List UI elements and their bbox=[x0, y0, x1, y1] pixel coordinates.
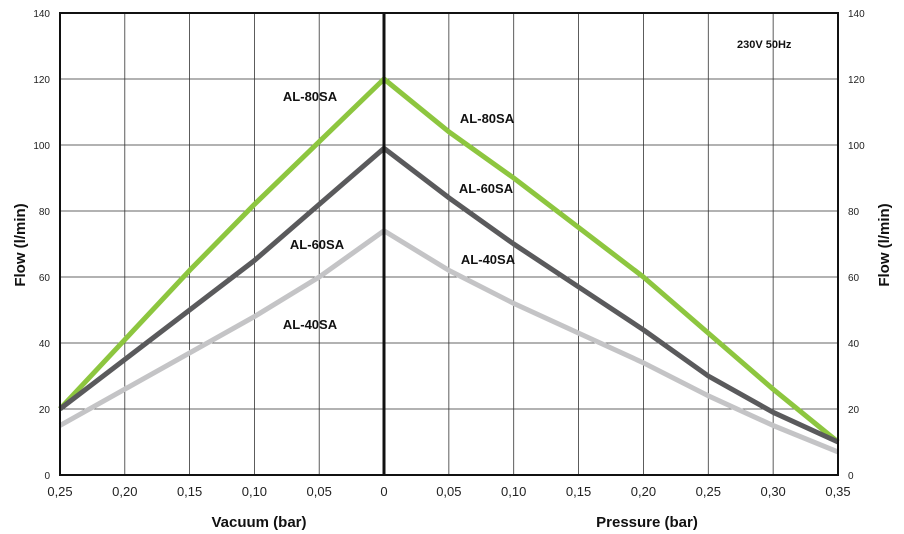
series-label-vacuum: AL-40SA bbox=[283, 317, 338, 332]
x-axis-title-pressure: Pressure (bar) bbox=[596, 514, 698, 531]
y-tick-label-right: 80 bbox=[848, 207, 860, 218]
x-tick-label-vacuum: 0,15 bbox=[177, 484, 202, 499]
x-tick-label-pressure: 0,15 bbox=[566, 484, 591, 499]
x-tick-label-pressure: 0,05 bbox=[436, 484, 461, 499]
y-axis-title-right: Flow (l/min) bbox=[876, 203, 893, 286]
grid-lines bbox=[60, 13, 838, 475]
y-tick-label-left: 100 bbox=[33, 141, 50, 152]
series-line-al-80sa bbox=[58, 76, 840, 444]
y-tick-label-left: 40 bbox=[39, 339, 51, 350]
y-tick-label-right: 60 bbox=[848, 273, 860, 284]
x-tick-label-vacuum: 0,25 bbox=[47, 484, 72, 499]
series-label-pressure: AL-80SA bbox=[460, 111, 515, 126]
y-axis-title-left: Flow (l/min) bbox=[12, 203, 29, 286]
x-tick-label-vacuum: 0,20 bbox=[112, 484, 137, 499]
y-tick-label-right: 100 bbox=[848, 141, 865, 152]
y-tick-label-right: 0 bbox=[848, 471, 854, 482]
plot-frame bbox=[59, 12, 839, 476]
series-label-pressure: AL-60SA bbox=[459, 181, 514, 196]
x-tick-labels: 0,25 0,20 0,15 0,10 0,05 0 0,05 0,10 0,15 0,20 0,2… bbox=[47, 484, 850, 499]
x-tick-label-pressure: 0,10 bbox=[501, 484, 526, 499]
x-tick-label-pressure: 0,30 bbox=[760, 484, 785, 499]
x-tick-label-pressure: 0,35 bbox=[825, 484, 850, 499]
y-tick-label-left: 0 bbox=[44, 471, 50, 482]
series-label-vacuum: AL-80SA bbox=[283, 89, 338, 104]
series-label-pressure: AL-40SA bbox=[461, 252, 516, 267]
y-tick-label-right: 120 bbox=[848, 75, 865, 86]
y-tick-label-left: 20 bbox=[39, 405, 51, 416]
x-tick-label-vacuum: 0,10 bbox=[242, 484, 267, 499]
series-label-vacuum: AL-60SA bbox=[290, 237, 345, 252]
x-tick-label-pressure: 0,20 bbox=[631, 484, 656, 499]
x-tick-label-vacuum: 0 bbox=[380, 484, 387, 499]
y-tick-label-left: 120 bbox=[33, 75, 50, 86]
y-tick-labels-left: 0 20 40 60 80 100 120 140 bbox=[33, 9, 50, 482]
series-line-al-40sa bbox=[58, 228, 839, 455]
y-tick-label-right: 40 bbox=[848, 339, 860, 350]
voltage-note: 230V 50Hz bbox=[737, 39, 792, 51]
y-tick-label-right: 20 bbox=[848, 405, 860, 416]
series-line-al-60sa bbox=[58, 145, 840, 445]
y-tick-label-right: 140 bbox=[848, 9, 865, 20]
series-lines bbox=[58, 76, 840, 455]
x-tick-label-pressure: 0,25 bbox=[696, 484, 721, 499]
x-tick-label-vacuum: 0,05 bbox=[307, 484, 332, 499]
series-labels: AL-80SA AL-80SA AL-60SA AL-60SA AL-40SA AL-40… bbox=[283, 89, 516, 332]
y-tick-label-left: 80 bbox=[39, 207, 51, 218]
y-tick-label-left: 60 bbox=[39, 273, 51, 284]
y-tick-labels-right: 0 20 40 60 80 100 120 140 bbox=[848, 9, 865, 482]
y-tick-label-left: 140 bbox=[33, 9, 50, 20]
x-axis-title-vacuum: Vacuum (bar) bbox=[211, 514, 306, 531]
